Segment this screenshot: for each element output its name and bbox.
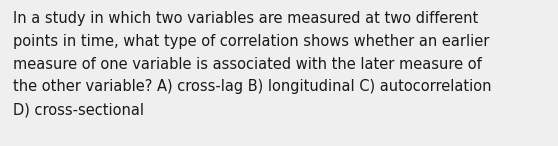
Text: D) cross-sectional: D) cross-sectional [13, 102, 144, 117]
Text: the other variable? A) cross-lag B) longitudinal C) autocorrelation: the other variable? A) cross-lag B) long… [13, 79, 492, 94]
Text: measure of one variable is associated with the later measure of: measure of one variable is associated wi… [13, 57, 482, 72]
Text: In a study in which two variables are measured at two different: In a study in which two variables are me… [13, 11, 478, 26]
Text: points in time, what type of correlation shows whether an earlier: points in time, what type of correlation… [13, 34, 489, 49]
